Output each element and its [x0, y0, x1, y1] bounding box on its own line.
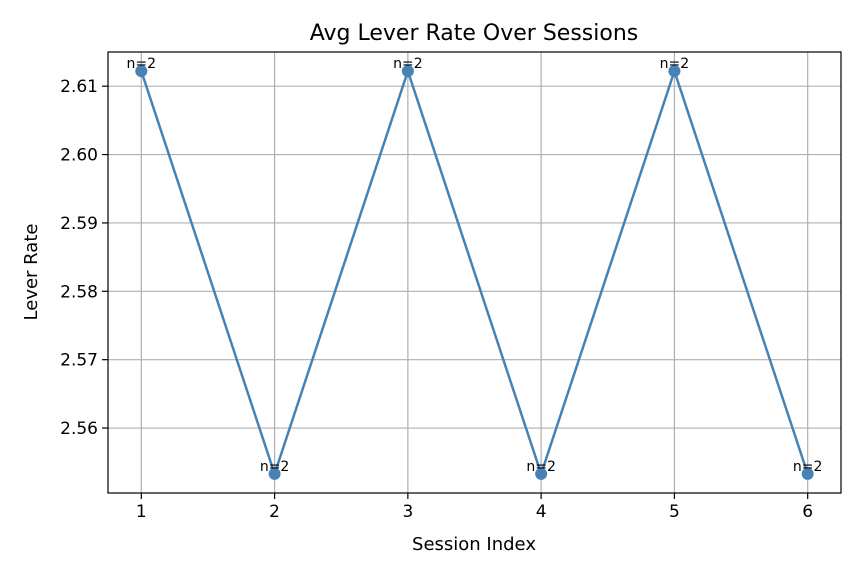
- y-tick-label: 2.61: [60, 77, 98, 97]
- series-line: [140, 69, 809, 476]
- y-axis-label: Lever Rate: [21, 224, 42, 321]
- chart-title: Avg Lever Rate Over Sessions: [310, 21, 639, 46]
- data-point: [535, 467, 548, 480]
- y-axis-ticks: 2.56 2.57 2.58 2.59 2.60 2.61: [60, 77, 108, 439]
- data-point: [135, 65, 148, 78]
- x-tick-label: 3: [402, 502, 413, 522]
- x-tick-label: 6: [802, 502, 813, 522]
- data-point: [268, 467, 281, 480]
- x-axis-label: Session Index: [412, 534, 536, 555]
- plot-area: n=2 n=2 n=2 n=2 n=2 n=2: [107, 51, 842, 494]
- y-tick-label: 2.60: [60, 146, 98, 166]
- y-tick-label: 2.59: [60, 214, 98, 234]
- x-tick-label: 4: [536, 502, 547, 522]
- x-tick-label: 1: [136, 502, 147, 522]
- data-point: [668, 65, 681, 78]
- grid: [108, 52, 841, 493]
- point-label: n=2: [260, 459, 290, 475]
- y-tick-label: 2.58: [60, 282, 98, 302]
- point-label: n=2: [660, 56, 690, 72]
- point-label: n=2: [127, 56, 157, 72]
- point-label: n=2: [526, 459, 556, 475]
- series-line-group: [140, 69, 809, 476]
- y-tick-label: 2.57: [60, 351, 98, 371]
- markers: [135, 65, 814, 480]
- axes-frame: [107, 51, 842, 494]
- point-label: n=2: [793, 459, 823, 475]
- x-tick-label: 2: [269, 502, 280, 522]
- x-axis-ticks: 1 2 3 4 5 6: [136, 493, 813, 522]
- point-label: n=2: [393, 56, 423, 72]
- x-tick-label: 5: [669, 502, 680, 522]
- data-point: [801, 467, 814, 480]
- y-tick-label: 2.56: [60, 419, 98, 439]
- data-point: [401, 65, 414, 78]
- point-labels: n=2 n=2 n=2 n=2 n=2 n=2: [127, 56, 823, 475]
